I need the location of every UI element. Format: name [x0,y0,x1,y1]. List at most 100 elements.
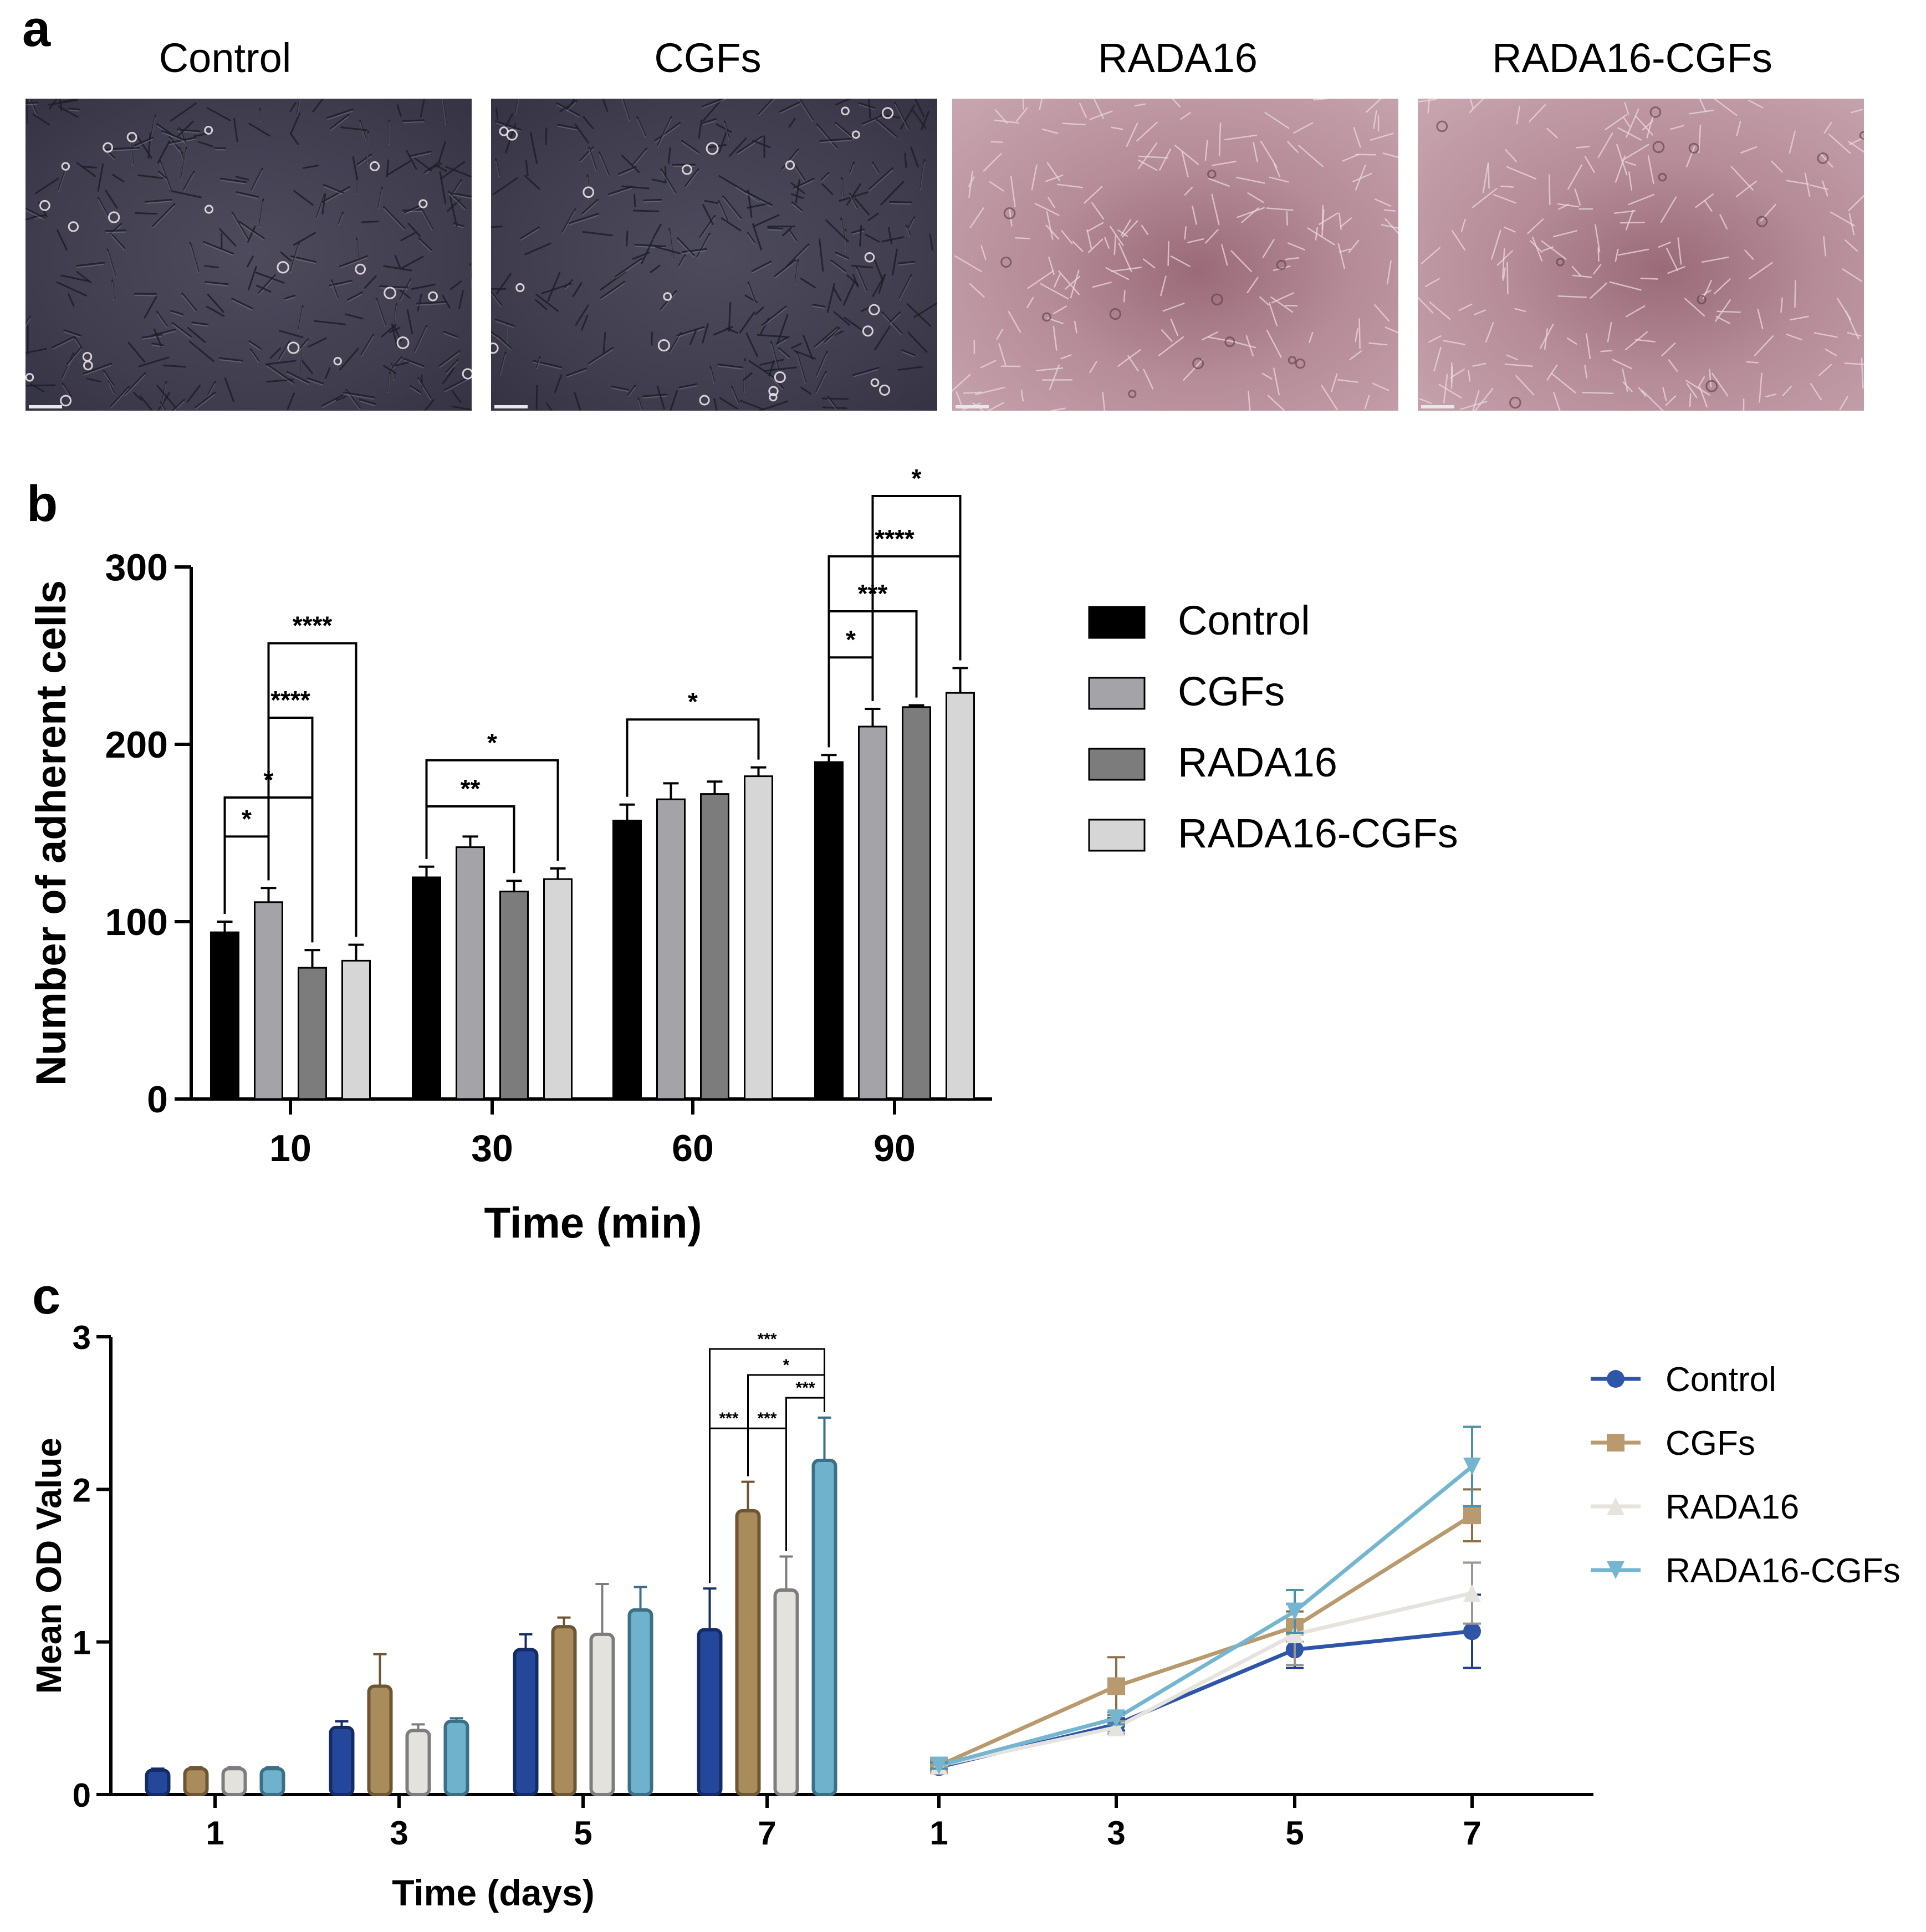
cell-mark [642,393,668,397]
cell-halo [758,99,776,116]
significance-label: * [487,728,497,757]
cell-mark [821,397,849,400]
cell-mark [1337,243,1346,269]
y-tick-label: 0 [73,1777,91,1814]
round-cell [204,205,214,214]
cell-halo [816,125,837,150]
round-cell [864,252,875,263]
cell-mark [68,108,80,111]
cell-mark [887,227,893,244]
cell-mark [1621,144,1649,162]
cell-mark [1514,308,1526,313]
cell-halo [849,195,858,210]
cell-mark [1624,331,1648,351]
cell-halo [660,170,676,195]
cell-mark [748,360,771,376]
cell-mark [251,167,263,191]
significance-label: * [688,687,698,716]
cell-mark [660,168,676,193]
cell-mark [815,371,827,392]
cell-mark [1620,222,1645,224]
cell-mark [752,223,762,251]
cell-mark [1493,194,1516,204]
cell-mark [821,183,834,195]
cell-mark [379,285,408,289]
round-cell [355,263,366,275]
cell-mark [1590,282,1608,299]
cell-halo [643,201,661,203]
cell-mark [574,123,589,144]
cell-mark [1134,103,1146,107]
cell-halo [862,116,882,126]
cell-mark [111,279,115,299]
cell-mark [1697,376,1705,389]
cell-halo [495,160,500,177]
cell-mark [775,337,788,345]
cell-mark [1110,226,1124,246]
cell-mark [1086,222,1104,232]
cell-halo [181,149,187,181]
cell-mark [1837,298,1852,320]
cell-mark [438,350,461,367]
cell-halo [496,336,512,350]
cell-mark [743,358,746,392]
cell-mark [1438,384,1462,398]
round-cell [1756,216,1768,227]
cell-halo [207,383,216,397]
y-tick-label: 1 [73,1624,91,1662]
cell-mark [1087,238,1104,253]
cell-mark [187,327,206,343]
cell-mark [868,99,871,119]
round-cell [82,351,93,362]
round-cell [1276,259,1286,270]
cell-mark [266,364,295,384]
cell-mark [554,374,562,393]
cell-mark [290,132,299,145]
cell-halo [152,205,175,228]
cell-mark [621,185,650,190]
cell-mark [1810,184,1829,190]
y-axis-label: Mean OD Value [29,1438,69,1694]
cell-mark [1204,229,1219,244]
cell-mark [383,365,397,375]
cell-mark [579,146,594,162]
cell-mark [156,310,168,327]
cell-mark [423,161,441,174]
cell-halo [152,344,164,347]
round-cell [1288,356,1297,365]
cell-halo [345,391,360,410]
cell-halo [776,339,788,346]
cell-mark [1574,188,1581,206]
cell-mark [1515,375,1535,396]
cell-mark [1048,197,1056,208]
cell-mark [611,385,630,391]
cell-mark [897,366,923,371]
cell-mark [1546,364,1558,381]
cell-halo [125,374,146,396]
cell-mark [561,208,576,233]
y-tick-label: 300 [105,546,168,589]
cell-mark [800,278,816,289]
cell-mark [1160,275,1167,297]
cell-mark [655,246,681,254]
cell-halo [291,257,316,264]
cell-mark [833,311,851,326]
cell-mark [111,233,126,249]
cell-mark [1285,257,1300,260]
cell-mark [112,173,125,182]
cell-halo [752,262,772,274]
cell-halo [669,334,682,354]
bar-control [612,820,642,1100]
cell-mark [1443,340,1466,345]
cell-mark [980,245,987,260]
cell-mark [1297,145,1324,167]
cell-mark [1790,315,1809,321]
legend-swatch-cgfs [1088,677,1146,710]
cell-mark [67,346,83,365]
cell-halo [831,262,846,273]
cell-halo [718,202,728,222]
cell-mark [1428,335,1442,343]
cell-mark [74,336,82,348]
cell-mark [127,341,146,363]
cell-halo [657,118,672,147]
